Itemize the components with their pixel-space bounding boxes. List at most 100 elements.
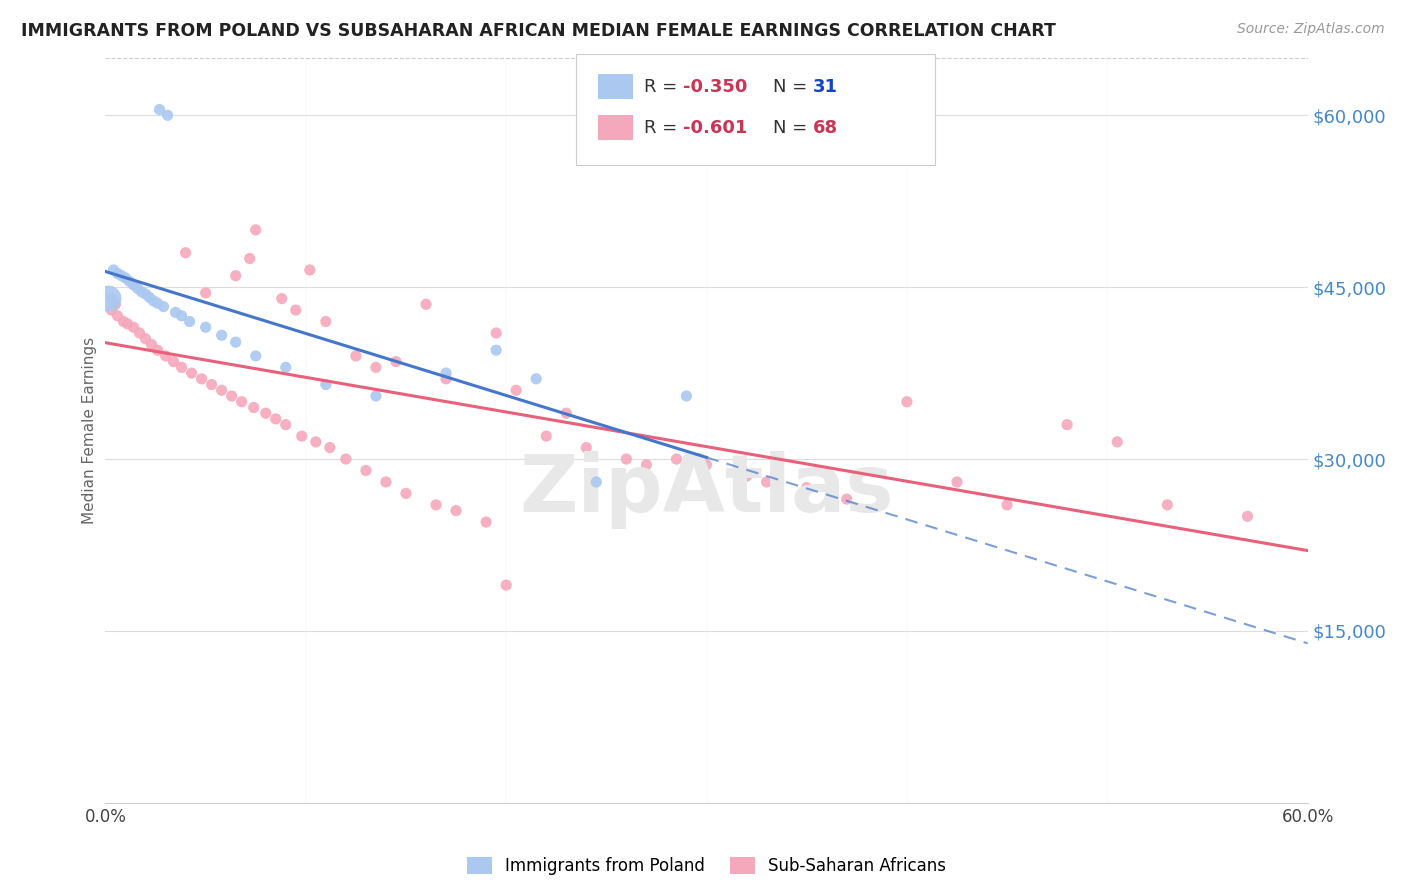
Point xyxy=(385,354,408,368)
Y-axis label: Median Female Earnings: Median Female Earnings xyxy=(82,337,97,524)
Point xyxy=(104,297,127,311)
Point xyxy=(755,475,778,489)
Point xyxy=(127,281,149,295)
Point xyxy=(616,452,638,467)
Point xyxy=(665,452,688,467)
Point xyxy=(201,377,224,392)
Point xyxy=(444,503,467,517)
Point xyxy=(138,290,160,304)
Text: -0.350: -0.350 xyxy=(683,78,748,95)
Point xyxy=(155,349,177,363)
Point xyxy=(274,360,297,375)
Point xyxy=(636,458,658,472)
Point xyxy=(555,406,578,420)
Point xyxy=(254,406,277,420)
Point xyxy=(485,326,508,340)
Point xyxy=(170,360,193,375)
Point xyxy=(122,320,145,334)
Point xyxy=(128,326,150,340)
Text: ZipAtlas: ZipAtlas xyxy=(519,451,894,529)
Text: 31: 31 xyxy=(813,78,838,95)
Point xyxy=(152,300,174,314)
Point xyxy=(485,343,508,358)
Point xyxy=(114,271,136,285)
Point xyxy=(364,360,387,375)
Point xyxy=(274,417,297,432)
Point xyxy=(194,285,217,300)
Point xyxy=(335,452,357,467)
Point xyxy=(524,372,547,386)
Point xyxy=(270,292,292,306)
Point xyxy=(434,372,457,386)
Text: N =: N = xyxy=(773,78,813,95)
Point xyxy=(305,434,328,449)
Point xyxy=(165,305,187,319)
Point xyxy=(225,335,247,350)
Text: -0.601: -0.601 xyxy=(683,119,748,136)
Point xyxy=(100,292,122,306)
Point xyxy=(284,303,307,318)
Point xyxy=(1156,498,1178,512)
Point xyxy=(179,314,201,328)
Point xyxy=(211,328,233,343)
Point xyxy=(995,498,1018,512)
Point xyxy=(100,303,122,318)
Text: N =: N = xyxy=(773,119,813,136)
Point xyxy=(374,475,396,489)
Point xyxy=(395,486,418,500)
Point xyxy=(190,372,212,386)
Point xyxy=(107,309,129,323)
Point xyxy=(103,263,125,277)
Point xyxy=(110,268,132,283)
Point xyxy=(735,469,758,483)
Point xyxy=(245,223,267,237)
Point xyxy=(194,320,217,334)
Point xyxy=(117,317,139,331)
Point xyxy=(135,287,157,301)
Point xyxy=(107,267,129,281)
Point xyxy=(298,263,321,277)
Point xyxy=(585,475,607,489)
Point xyxy=(896,394,918,409)
Point xyxy=(239,252,262,266)
Point xyxy=(156,108,179,122)
Point xyxy=(221,389,243,403)
Point xyxy=(534,429,557,443)
Point xyxy=(1107,434,1129,449)
Point xyxy=(835,492,858,507)
Point xyxy=(796,481,818,495)
Point xyxy=(946,475,969,489)
Point xyxy=(122,277,145,292)
Point xyxy=(131,285,153,299)
Point xyxy=(425,498,447,512)
Point xyxy=(505,384,527,398)
Point xyxy=(142,293,165,308)
Point xyxy=(434,366,457,380)
Point xyxy=(245,349,267,363)
Point xyxy=(354,463,377,477)
Point xyxy=(696,458,718,472)
Point xyxy=(146,343,169,358)
Point xyxy=(242,401,264,415)
Point xyxy=(415,297,437,311)
Text: R =: R = xyxy=(644,119,683,136)
Point xyxy=(319,441,342,455)
Point xyxy=(135,332,157,346)
Point xyxy=(174,245,197,260)
Point xyxy=(141,337,163,351)
Point xyxy=(225,268,247,283)
Point xyxy=(1056,417,1078,432)
Point xyxy=(344,349,367,363)
Point xyxy=(211,384,233,398)
Point xyxy=(1236,509,1258,524)
Text: R =: R = xyxy=(644,78,683,95)
Point xyxy=(315,314,337,328)
Point xyxy=(364,389,387,403)
Point xyxy=(315,377,337,392)
Point xyxy=(675,389,697,403)
Text: Source: ZipAtlas.com: Source: ZipAtlas.com xyxy=(1237,22,1385,37)
Point xyxy=(112,314,135,328)
Point xyxy=(118,275,141,289)
Point xyxy=(97,292,120,306)
Text: IMMIGRANTS FROM POLAND VS SUBSAHARAN AFRICAN MEDIAN FEMALE EARNINGS CORRELATION : IMMIGRANTS FROM POLAND VS SUBSAHARAN AFR… xyxy=(21,22,1056,40)
